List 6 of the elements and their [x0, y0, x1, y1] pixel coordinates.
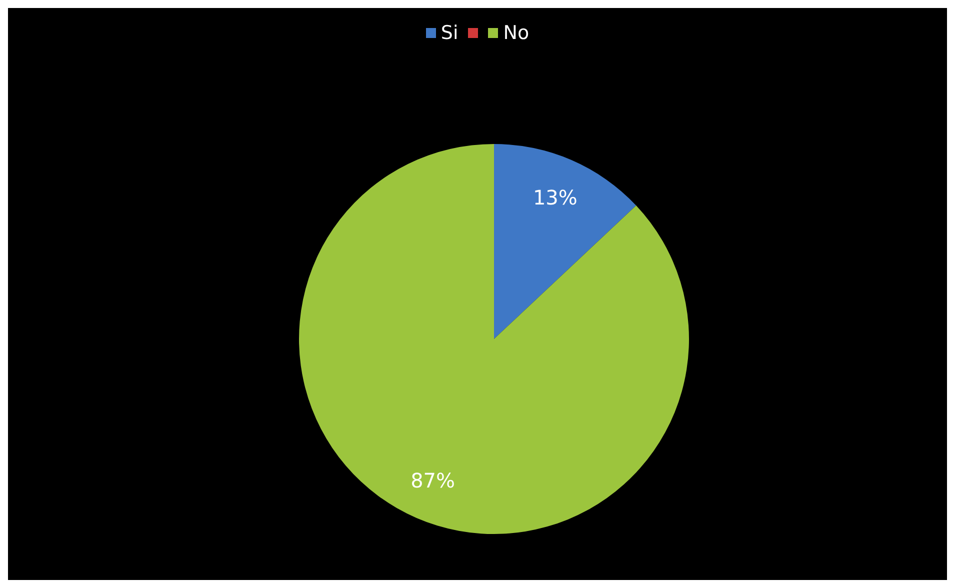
legend-label: Si [440, 22, 458, 44]
pie-slice [494, 144, 636, 339]
data-label: 87% [410, 468, 456, 492]
legend-label: No [503, 22, 530, 44]
data-label: 13% [532, 186, 578, 210]
pie-slice [299, 144, 689, 534]
